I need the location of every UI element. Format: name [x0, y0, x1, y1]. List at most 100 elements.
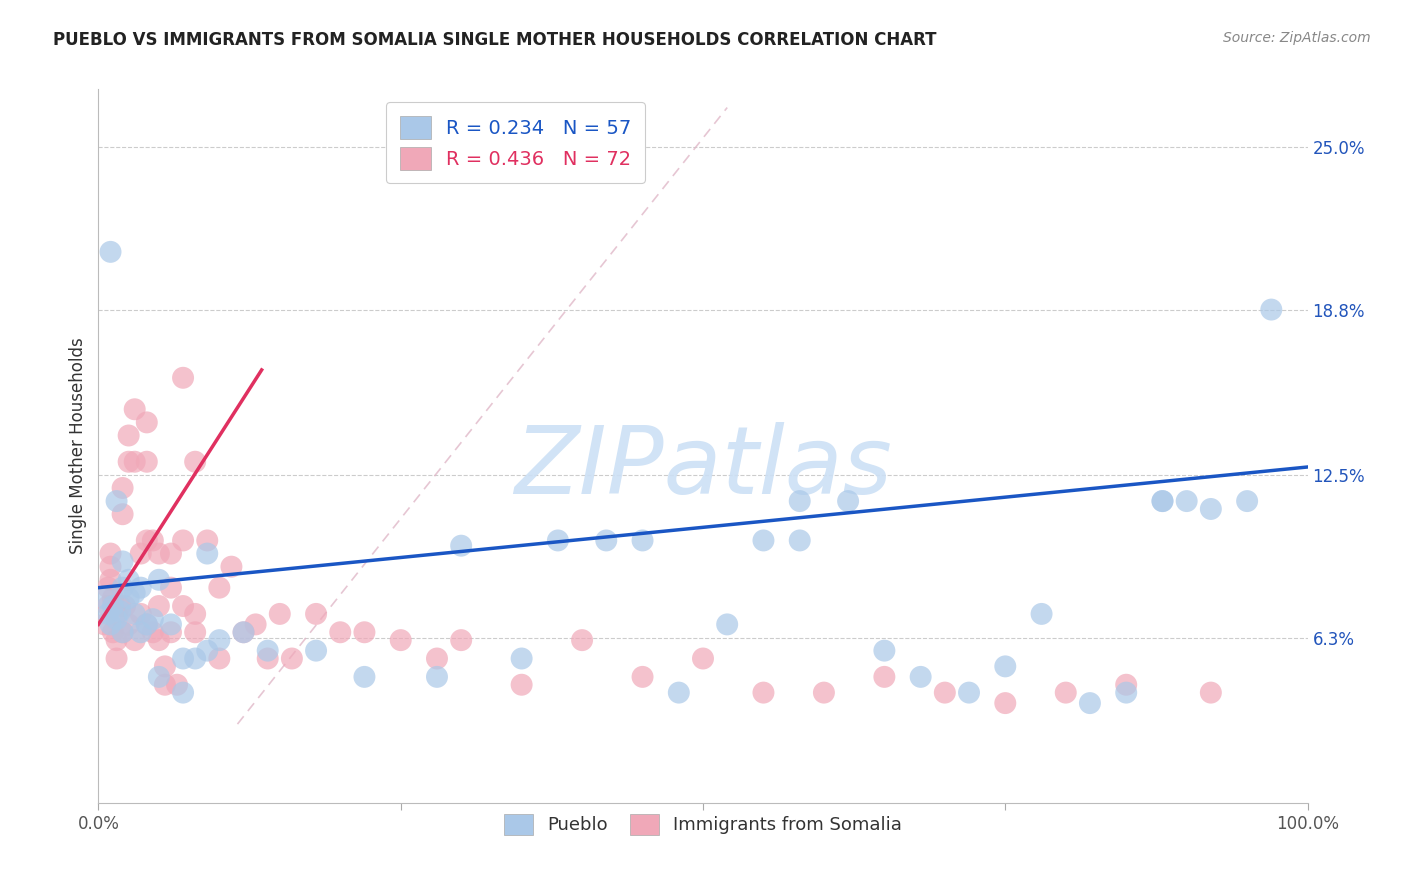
Point	[124, 586, 146, 600]
Point	[1115, 678, 1137, 692]
Point	[994, 659, 1017, 673]
Point	[118, 428, 141, 442]
Point	[129, 607, 152, 621]
Point	[111, 481, 134, 495]
Point	[153, 678, 176, 692]
Point	[148, 633, 170, 648]
Point	[837, 494, 859, 508]
Point	[208, 651, 231, 665]
Point	[111, 554, 134, 568]
Point	[1260, 302, 1282, 317]
Point	[329, 625, 352, 640]
Point	[450, 539, 472, 553]
Point	[101, 599, 124, 613]
Text: PUEBLO VS IMMIGRANTS FROM SOMALIA SINGLE MOTHER HOUSEHOLDS CORRELATION CHART: PUEBLO VS IMMIGRANTS FROM SOMALIA SINGLE…	[53, 31, 936, 49]
Point	[631, 533, 654, 548]
Point	[129, 581, 152, 595]
Point	[1115, 685, 1137, 699]
Point	[1152, 494, 1174, 508]
Point	[752, 533, 775, 548]
Point	[166, 678, 188, 692]
Point	[716, 617, 738, 632]
Point	[93, 591, 115, 606]
Point	[245, 617, 267, 632]
Point	[1199, 685, 1222, 699]
Point	[160, 617, 183, 632]
Point	[910, 670, 932, 684]
Point	[160, 547, 183, 561]
Point	[994, 696, 1017, 710]
Point	[148, 670, 170, 684]
Point	[108, 604, 131, 618]
Point	[305, 607, 328, 621]
Y-axis label: Single Mother Households: Single Mother Households	[69, 338, 87, 554]
Point	[118, 617, 141, 632]
Point	[221, 559, 243, 574]
Point	[184, 625, 207, 640]
Point	[148, 547, 170, 561]
Point	[256, 651, 278, 665]
Point	[108, 599, 131, 613]
Point	[105, 612, 128, 626]
Point	[353, 670, 375, 684]
Point	[510, 678, 533, 692]
Point	[184, 607, 207, 621]
Point	[813, 685, 835, 699]
Point	[353, 625, 375, 640]
Point	[118, 591, 141, 606]
Point	[789, 494, 811, 508]
Point	[100, 617, 122, 632]
Point	[100, 244, 122, 259]
Point	[105, 651, 128, 665]
Point	[595, 533, 617, 548]
Point	[100, 573, 122, 587]
Point	[1199, 502, 1222, 516]
Point	[256, 643, 278, 657]
Point	[873, 670, 896, 684]
Point	[105, 633, 128, 648]
Point	[631, 670, 654, 684]
Point	[93, 617, 115, 632]
Point	[426, 651, 449, 665]
Point	[105, 494, 128, 508]
Point	[129, 547, 152, 561]
Point	[1152, 494, 1174, 508]
Point	[124, 633, 146, 648]
Point	[668, 685, 690, 699]
Point	[97, 581, 120, 595]
Point	[114, 599, 136, 613]
Point	[111, 625, 134, 640]
Point	[208, 633, 231, 648]
Point	[184, 455, 207, 469]
Point	[135, 617, 157, 632]
Point	[142, 533, 165, 548]
Point	[111, 625, 134, 640]
Point	[281, 651, 304, 665]
Legend: Pueblo, Immigrants from Somalia: Pueblo, Immigrants from Somalia	[495, 805, 911, 844]
Point	[118, 455, 141, 469]
Point	[172, 533, 194, 548]
Point	[389, 633, 412, 648]
Point	[1054, 685, 1077, 699]
Point	[172, 371, 194, 385]
Point	[97, 599, 120, 613]
Point	[160, 581, 183, 595]
Point	[148, 599, 170, 613]
Point	[172, 685, 194, 699]
Point	[101, 591, 124, 606]
Point	[1175, 494, 1198, 508]
Point	[269, 607, 291, 621]
Point	[129, 625, 152, 640]
Point	[752, 685, 775, 699]
Point	[934, 685, 956, 699]
Text: Source: ZipAtlas.com: Source: ZipAtlas.com	[1223, 31, 1371, 45]
Point	[547, 533, 569, 548]
Point	[142, 625, 165, 640]
Point	[135, 617, 157, 632]
Point	[135, 416, 157, 430]
Point	[111, 581, 134, 595]
Point	[100, 559, 122, 574]
Point	[97, 607, 120, 621]
Point	[232, 625, 254, 640]
Point	[957, 685, 980, 699]
